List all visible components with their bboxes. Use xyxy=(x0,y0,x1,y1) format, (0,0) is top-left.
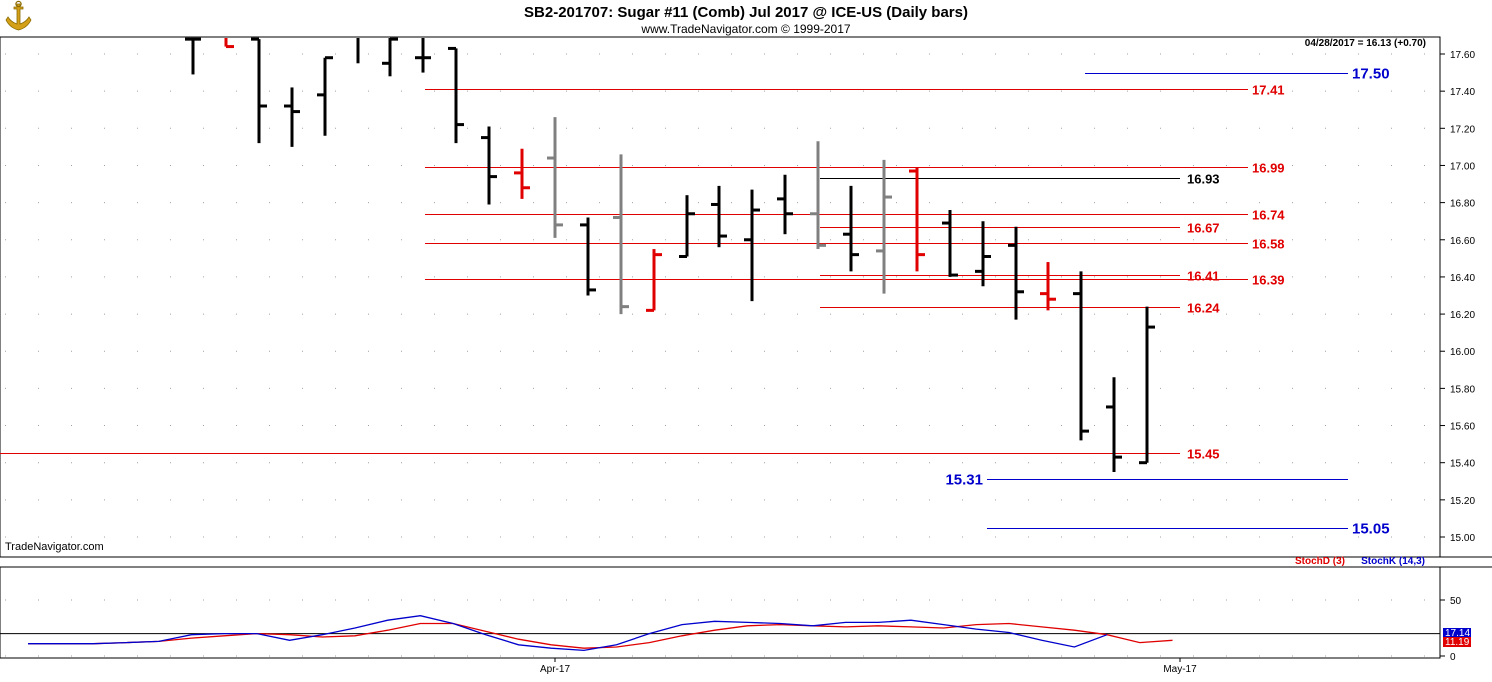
x-axis: Apr-17 May-17 xyxy=(540,658,1197,675)
y-tick-label: 16.00 xyxy=(1450,347,1475,358)
stoch-d-readout: 11.19 xyxy=(1445,637,1470,648)
ohlc-bar xyxy=(185,37,201,75)
anchor-logo-icon xyxy=(5,0,32,31)
price-axis: 17.60 17.40 17.20 17.00 16.80 16.60 16.40 16.20… xyxy=(1440,50,1475,544)
level-label: 16.67 xyxy=(1187,221,1220,236)
level-label: 16.24 xyxy=(1187,301,1220,316)
ohlc-bar xyxy=(481,126,497,205)
level-label: 17.50 xyxy=(1352,66,1390,83)
level-label: 15.45 xyxy=(1187,447,1220,462)
level-label: 16.99 xyxy=(1252,161,1285,176)
ohlc-bar xyxy=(810,141,826,250)
x-tick-label: Apr-17 xyxy=(540,664,570,675)
level-label: 16.74 xyxy=(1252,208,1285,223)
stoch-y-tick-label: 50 xyxy=(1450,596,1462,607)
stoch-k-readout-box xyxy=(1443,628,1471,638)
stoch-k-readout: 17.14 xyxy=(1445,628,1470,639)
ohlc-bar xyxy=(224,38,234,49)
y-tick-label: 16.20 xyxy=(1450,310,1475,321)
y-tick-label: 16.80 xyxy=(1450,199,1475,210)
level-label: 17.41 xyxy=(1252,83,1285,98)
ohlc-bar xyxy=(1106,377,1122,472)
stoch-k-line xyxy=(28,615,1108,652)
ohlc-bar xyxy=(613,154,629,315)
chart-subtitle: www.TradeNavigator.com © 1999-2017 xyxy=(640,22,850,36)
ohlc-bar xyxy=(679,195,695,258)
stoch-d-readout-box xyxy=(1443,637,1471,647)
y-tick-label: 15.00 xyxy=(1450,533,1475,544)
ohlc-bar xyxy=(448,46,464,144)
level-label: 15.05 xyxy=(1352,521,1390,538)
ohlc-bar xyxy=(1040,262,1056,311)
ohlc-bar xyxy=(547,117,563,238)
level-label: 15.31 xyxy=(945,472,983,489)
watermark: TradeNavigator.com xyxy=(5,541,104,553)
ohlc-bar xyxy=(514,148,530,199)
stoch-d-legend: StochD (3) xyxy=(1295,556,1345,567)
level-layer: 17.50 17.41 16.99 16.93 16.74 16.67 16.58 16.41… xyxy=(0,66,1390,538)
level-label: 16.39 xyxy=(1252,273,1285,288)
ohlc-bar xyxy=(317,56,333,136)
ohlc-bar xyxy=(646,249,662,312)
y-tick-label: 17.40 xyxy=(1450,87,1475,98)
y-tick-label: 15.80 xyxy=(1450,384,1475,395)
y-tick-label: 16.40 xyxy=(1450,273,1475,284)
y-tick-label: 17.00 xyxy=(1450,161,1475,172)
last-price-label: 04/28/2017 = 16.13 (+0.70) xyxy=(1305,38,1426,49)
level-label: 16.41 xyxy=(1187,269,1220,284)
ohlc-bar xyxy=(777,174,793,235)
ohlc-bar xyxy=(251,37,267,144)
y-tick-label: 15.40 xyxy=(1450,459,1475,470)
stoch-d-line xyxy=(28,622,1173,649)
ohlc-bar xyxy=(711,185,727,248)
ohlc-bar xyxy=(876,159,892,294)
stoch-panel-frame xyxy=(0,566,1441,659)
y-tick-label: 16.60 xyxy=(1450,236,1475,247)
bar-layer xyxy=(185,37,1155,472)
chart-title: SB2-201707: Sugar #11 (Comb) Jul 2017 @ … xyxy=(524,4,968,21)
ohlc-bar xyxy=(942,210,958,277)
ohlc-bar xyxy=(909,167,925,272)
grid-layer xyxy=(5,53,1438,538)
ohlc-bar xyxy=(415,38,431,73)
level-label: 16.58 xyxy=(1252,237,1285,252)
y-tick-label: 17.20 xyxy=(1450,124,1475,135)
y-tick-label: 17.60 xyxy=(1450,50,1475,61)
ohlc-bar xyxy=(382,37,398,77)
ohlc-bar xyxy=(1008,226,1024,320)
y-tick-label: 15.20 xyxy=(1450,496,1475,507)
level-label: 16.93 xyxy=(1187,172,1220,187)
ohlc-bar xyxy=(1073,271,1089,441)
ohlc-bar xyxy=(975,221,991,287)
ohlc-bar xyxy=(580,217,596,296)
x-tick-label: May-17 xyxy=(1163,664,1197,675)
ohlc-bar xyxy=(1139,306,1155,465)
ohlc-bar xyxy=(284,87,300,147)
stoch-y-tick-label: 0 xyxy=(1450,652,1456,663)
ohlc-bar xyxy=(843,185,859,272)
ohlc-bar xyxy=(744,189,760,302)
y-tick-label: 15.60 xyxy=(1450,422,1475,433)
stoch-k-legend: StochK (14,3) xyxy=(1361,556,1425,567)
